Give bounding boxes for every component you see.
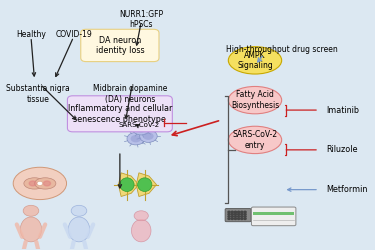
Text: Metformin: Metformin — [326, 185, 368, 194]
Circle shape — [136, 125, 147, 132]
FancyBboxPatch shape — [253, 212, 294, 214]
Ellipse shape — [13, 167, 66, 200]
Text: High-throughput drug screen: High-throughput drug screen — [226, 45, 338, 54]
Text: Imatinib: Imatinib — [326, 106, 359, 114]
Text: Midbrain dopamine
(DA) neurons: Midbrain dopamine (DA) neurons — [93, 84, 168, 103]
Circle shape — [244, 214, 246, 215]
FancyBboxPatch shape — [252, 207, 296, 226]
Circle shape — [228, 211, 230, 213]
Text: Riluzole: Riluzole — [326, 145, 358, 154]
FancyBboxPatch shape — [81, 29, 159, 62]
Ellipse shape — [228, 47, 282, 74]
Circle shape — [231, 214, 233, 215]
Circle shape — [228, 218, 230, 220]
Circle shape — [234, 214, 237, 215]
Text: Fatty Acid
Biosynthesis: Fatty Acid Biosynthesis — [231, 90, 279, 110]
Circle shape — [23, 205, 39, 216]
Ellipse shape — [34, 178, 56, 189]
Ellipse shape — [228, 126, 282, 154]
Text: AMPK
Signaling: AMPK Signaling — [237, 51, 273, 70]
Circle shape — [241, 216, 243, 217]
Ellipse shape — [120, 178, 134, 192]
Text: NURR1:GFP
hPSCs: NURR1:GFP hPSCs — [119, 10, 163, 29]
Circle shape — [238, 214, 240, 215]
Polygon shape — [136, 173, 156, 197]
Circle shape — [228, 216, 230, 217]
Circle shape — [238, 211, 240, 213]
Circle shape — [132, 122, 150, 135]
FancyBboxPatch shape — [68, 96, 172, 132]
FancyBboxPatch shape — [225, 208, 251, 222]
Circle shape — [143, 132, 154, 140]
Polygon shape — [118, 173, 139, 197]
Text: DA neuron
identity loss: DA neuron identity loss — [96, 36, 144, 55]
Circle shape — [234, 216, 237, 217]
Circle shape — [127, 132, 145, 145]
Ellipse shape — [20, 217, 42, 242]
Circle shape — [134, 211, 148, 221]
Ellipse shape — [228, 86, 282, 114]
Circle shape — [238, 218, 240, 220]
Ellipse shape — [131, 220, 151, 242]
Circle shape — [29, 181, 36, 186]
Circle shape — [241, 211, 243, 213]
Text: SARS-CoV-2
entry: SARS-CoV-2 entry — [232, 130, 278, 150]
Circle shape — [241, 218, 243, 220]
Circle shape — [130, 135, 141, 142]
Circle shape — [231, 211, 233, 213]
Circle shape — [244, 211, 246, 213]
Circle shape — [244, 218, 246, 220]
Ellipse shape — [138, 178, 152, 192]
Circle shape — [244, 216, 246, 217]
Circle shape — [238, 216, 240, 217]
Circle shape — [234, 218, 237, 220]
Circle shape — [231, 216, 233, 217]
Text: Healthy: Healthy — [16, 30, 46, 39]
Circle shape — [241, 214, 243, 215]
Ellipse shape — [24, 178, 45, 189]
Ellipse shape — [68, 217, 90, 242]
Text: Substantia nigra
tissue: Substantia nigra tissue — [6, 84, 70, 103]
Text: COVID-19: COVID-19 — [55, 30, 92, 39]
Circle shape — [71, 205, 87, 216]
Circle shape — [234, 211, 237, 213]
Circle shape — [228, 214, 230, 215]
Circle shape — [140, 130, 157, 142]
Text: Inflammatory and cellular
senescence phenotype: Inflammatory and cellular senescence phe… — [68, 104, 172, 124]
Text: SARS-CoV-2: SARS-CoV-2 — [119, 122, 160, 128]
Circle shape — [231, 218, 233, 220]
Circle shape — [44, 181, 51, 186]
Circle shape — [37, 182, 43, 186]
